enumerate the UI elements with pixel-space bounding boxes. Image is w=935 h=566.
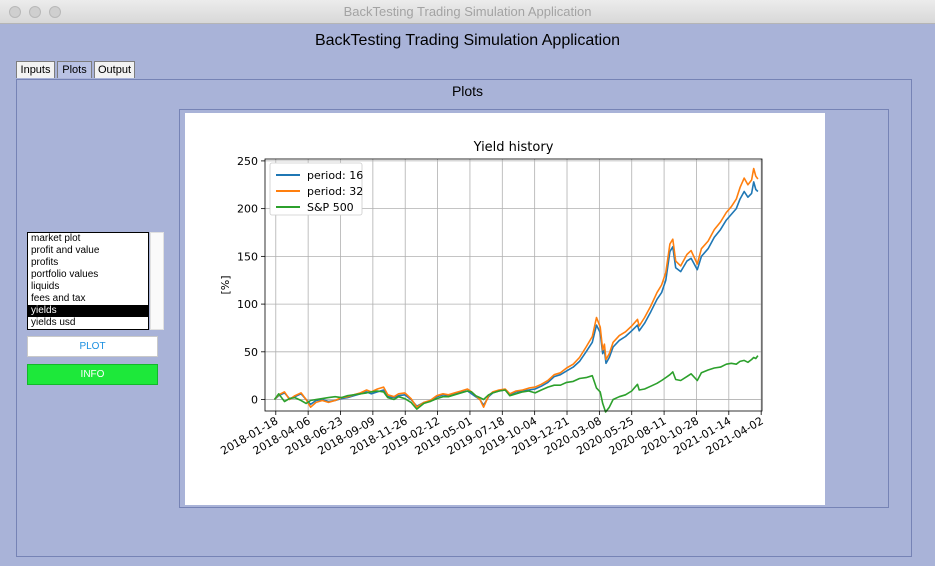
close-window-button[interactable] xyxy=(9,6,21,18)
plot-type-list[interactable]: market plot profit and value profits por… xyxy=(27,232,149,330)
y-tick-label: 200 xyxy=(237,203,258,216)
tab-content-panel xyxy=(16,79,912,557)
series-line-2 xyxy=(273,355,759,413)
window-title: BackTesting Trading Simulation Applicati… xyxy=(343,4,592,19)
tab-inputs[interactable]: Inputs xyxy=(16,61,55,78)
y-tick-label: 0 xyxy=(251,394,258,407)
list-item-selected[interactable]: yields xyxy=(28,305,148,317)
y-tick-label: 50 xyxy=(244,346,258,359)
app-heading: BackTesting Trading Simulation Applicati… xyxy=(314,32,621,49)
yield-history-chart: 0501001502002502018-01-182018-04-062018-… xyxy=(218,140,765,458)
y-axis-label: [%] xyxy=(219,275,232,294)
series-line-0 xyxy=(273,181,759,408)
window-titlebar: BackTesting Trading Simulation Applicati… xyxy=(0,0,935,24)
list-item[interactable]: fees and tax xyxy=(31,293,86,304)
legend-label-2: S&P 500 xyxy=(307,201,354,214)
tab-plots[interactable]: Plots xyxy=(57,61,92,78)
info-button[interactable]: INFO xyxy=(27,364,158,385)
y-tick-label: 150 xyxy=(237,250,258,263)
y-tick-label: 100 xyxy=(237,298,258,311)
list-item[interactable]: profits xyxy=(31,257,59,268)
list-item[interactable]: profit and value xyxy=(31,245,100,256)
y-tick-label: 250 xyxy=(237,155,258,168)
legend-label-1: period: 32 xyxy=(307,185,363,198)
tab-output[interactable]: Output xyxy=(94,61,135,78)
list-item[interactable]: portfolio values xyxy=(31,269,99,280)
minimize-window-button[interactable] xyxy=(29,6,41,18)
list-item[interactable]: market plot xyxy=(31,233,81,244)
maximize-window-button[interactable] xyxy=(49,6,61,18)
axes-frame xyxy=(264,158,763,412)
plots-heading: Plots xyxy=(451,83,484,99)
legend-label-0: period: 16 xyxy=(307,169,363,182)
plot-button[interactable]: PLOT xyxy=(27,336,158,357)
list-item[interactable]: yields usd xyxy=(31,317,76,328)
plot-canvas: 0 50 100 150 200 250 2018-01-18 2018-04-06 2018-… xyxy=(185,113,825,505)
plot-frame xyxy=(179,109,889,508)
plot-list-scrollbar[interactable] xyxy=(150,232,164,330)
series-line-1 xyxy=(273,167,759,409)
list-item[interactable]: liquids xyxy=(31,281,60,292)
chart-title: Yield history xyxy=(473,140,554,155)
